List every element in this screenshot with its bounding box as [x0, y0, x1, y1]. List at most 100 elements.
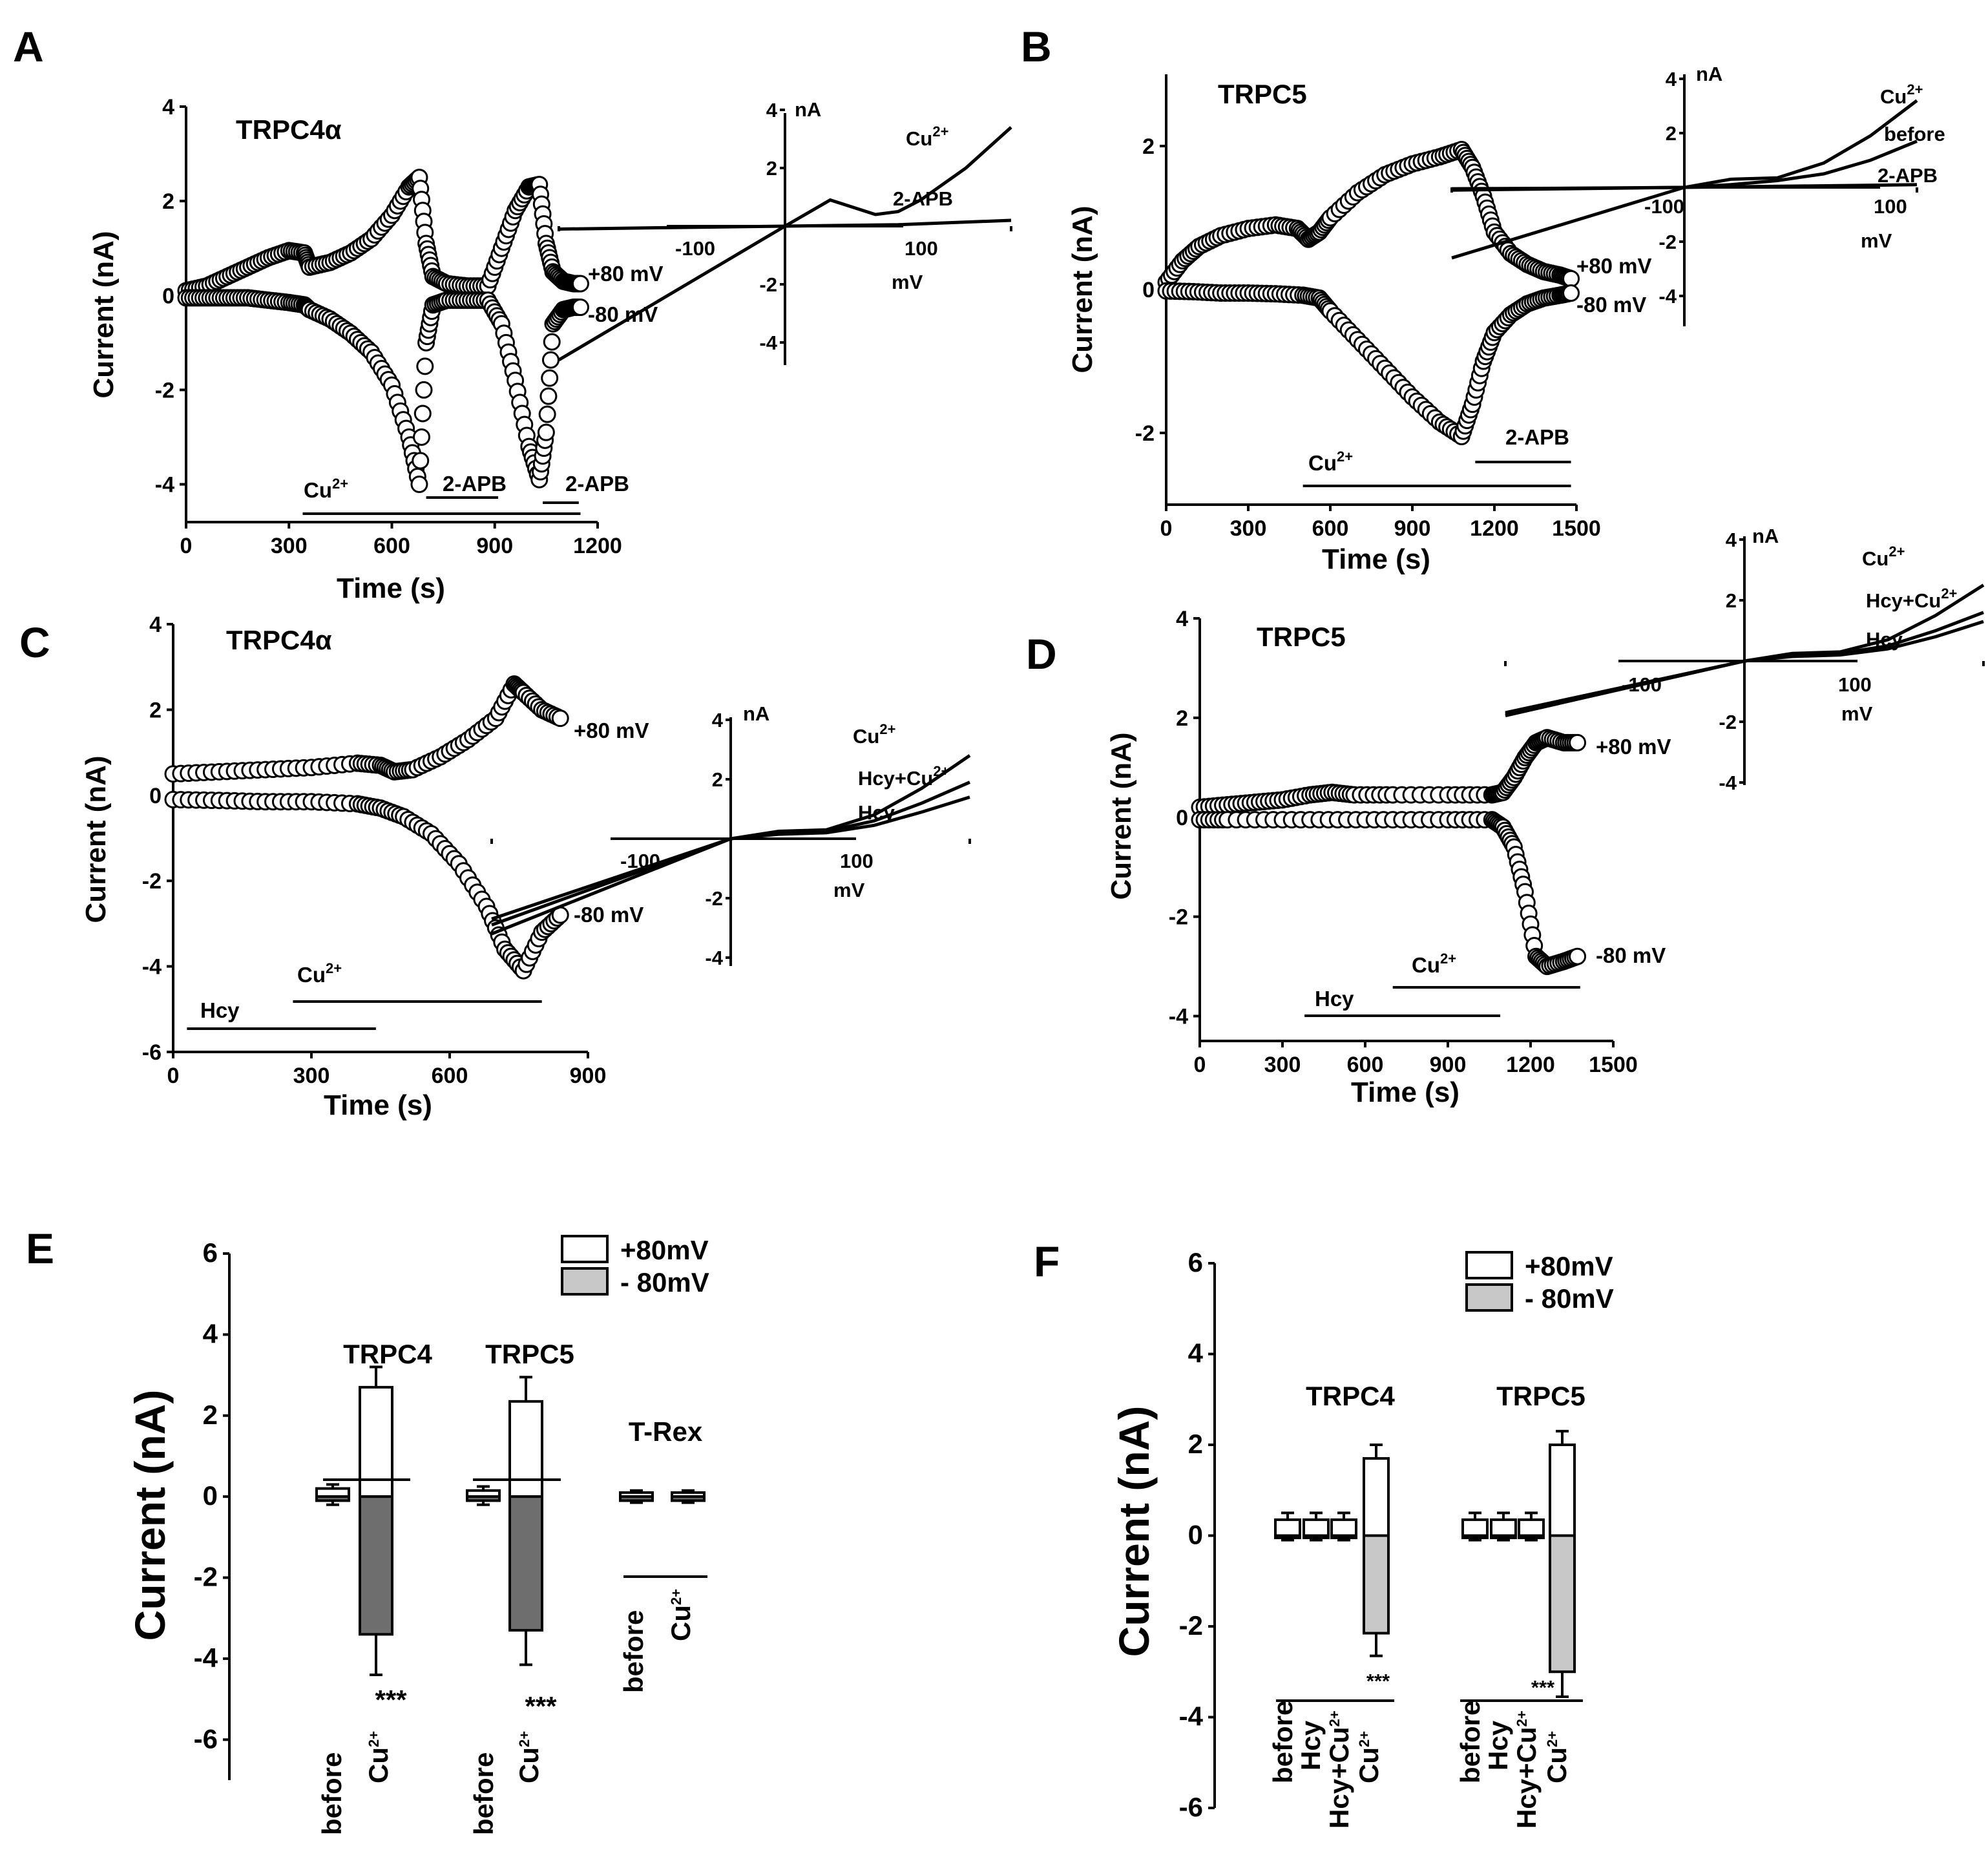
bar-plus80	[1549, 1444, 1576, 1537]
y-tick-label: 2	[1142, 134, 1155, 159]
iv-x-tick-label: -100	[675, 237, 715, 260]
iv-y-tick-label: -4	[1658, 285, 1677, 308]
group-trpc5: TRPC5 before Cu2+​ ***	[466, 1339, 574, 1835]
data-point	[551, 709, 569, 728]
bar-plus80	[508, 1400, 543, 1498]
iv-y-tick-label: -4	[705, 947, 723, 969]
iv-y-tick-label: -2	[1658, 231, 1677, 253]
y-tick-label: -4	[1169, 1005, 1188, 1029]
group-title: TRPC4	[343, 1339, 432, 1369]
y-tick-label: -4	[155, 473, 174, 498]
iv-x-label: mV	[1861, 229, 1892, 252]
y-tick-label: 4	[203, 1318, 218, 1349]
iv-y-label: nA	[1752, 525, 1779, 547]
series-plus80	[177, 169, 589, 300]
voltage-label: +80 mV	[574, 719, 649, 742]
y-tick-label: 2	[1176, 706, 1188, 731]
series-minus80	[1191, 811, 1587, 976]
y-tick-label: -2	[194, 1562, 218, 1592]
iv-trace-label: Cu2+​	[1862, 543, 1905, 570]
bar-minus80	[1518, 1534, 1545, 1540]
series-plus80	[164, 675, 569, 783]
bar-minus80	[619, 1495, 654, 1502]
category-label: before	[317, 1752, 347, 1835]
y-axis-label: Current (nA)	[1105, 732, 1137, 899]
y-tick-label: 6	[203, 1237, 218, 1268]
series-minus80	[177, 289, 589, 494]
bar-minus80	[466, 1495, 501, 1502]
iv-x-tick-label: 100	[840, 850, 874, 872]
legend-label: - 80mV	[620, 1267, 709, 1297]
y-axis-label: Current (nA)	[1110, 1406, 1158, 1657]
legend-label: - 80mV	[1525, 1283, 1614, 1314]
legend-swatch-minus80	[1465, 1283, 1513, 1312]
group-trpc4: TRPC4 before Cu2+​ ***	[315, 1339, 432, 1835]
iv-trace-label: Cu2+​	[1880, 81, 1923, 108]
panel-b: B TRPC5 -2 0 2 0 300 600 900 1200 1500 Current (nA)…	[1021, 23, 1945, 575]
y-axis-label: Current (nA)	[80, 755, 112, 923]
bar-minus80	[1549, 1534, 1576, 1674]
y-tick-label: -2	[1179, 1610, 1203, 1641]
voltage-label: -80 mV	[1596, 943, 1666, 967]
iv-trace	[1451, 183, 1918, 192]
y-tick-label: -6	[1179, 1792, 1203, 1822]
bar-minus80	[315, 1495, 350, 1502]
category-label: before	[1455, 1701, 1485, 1783]
x-tick-label: 1200	[573, 534, 622, 558]
bar-plus80	[1363, 1457, 1390, 1537]
x-tick-label: 900	[1394, 516, 1431, 541]
category-label: Hcy	[1483, 1720, 1513, 1770]
category-label: Cu2+​	[363, 1731, 393, 1783]
panel-label: D	[1026, 630, 1057, 678]
iv-y-tick-label: 4	[1726, 529, 1737, 551]
iv-trace	[558, 126, 1012, 362]
x-axis-label: Time (s)	[1351, 1077, 1460, 1108]
y-tick-label: 2	[149, 698, 162, 722]
iv-trace-label: Hcy+Cu2+​	[1866, 585, 1957, 612]
category-label: Hcy+Cu2+​	[1324, 1710, 1354, 1829]
chart-title: TRPC5	[1257, 622, 1346, 652]
x-tick-label: 300	[271, 534, 308, 558]
x-tick-label: 600	[373, 534, 410, 558]
data-point	[410, 476, 428, 494]
x-tick-label: 1200	[1506, 1053, 1555, 1077]
iv-x-label: mV	[892, 271, 923, 293]
iv-inset: -4 -2 2 4 -100 100 nA mV Cu2+​ 2-APB	[558, 98, 1012, 365]
panel-label: F	[1034, 1237, 1060, 1285]
y-axis-label: Current (nA)	[88, 231, 120, 398]
data-point	[413, 404, 432, 423]
y-axis-label: Current (nA)	[1067, 205, 1098, 373]
y-tick-label: 4	[162, 95, 174, 120]
iv-y-tick-label: 2	[1726, 589, 1737, 612]
y-tick-label: 4	[149, 613, 162, 637]
iv-y-tick-label: -4	[1719, 772, 1737, 794]
category-label: Cu2+​	[1542, 1731, 1572, 1783]
iv-trace-label: 2-APB	[893, 187, 953, 210]
iv-y-tick-label: 4	[1666, 68, 1677, 90]
legend: +80mV- 80mV	[561, 1235, 709, 1297]
x-tick-label: 900	[476, 534, 513, 558]
iv-trace	[1451, 99, 1918, 260]
group-title: TRPC5	[485, 1339, 574, 1369]
iv-x-tick-label: 100	[1838, 673, 1872, 696]
y-tick-label: -4	[1179, 1701, 1204, 1732]
chart-title: TRPC5	[1218, 79, 1307, 109]
legend-label: +80mV	[620, 1235, 709, 1265]
panel-f: F -6 -4 -2 0 2 4 6 Current (nA) +80mV- 80mV TRPC4 b…	[1034, 1237, 1614, 1829]
voltage-label: +80 mV	[1596, 735, 1671, 759]
data-point	[541, 351, 560, 369]
bar-minus80	[359, 1495, 393, 1636]
legend: +80mV- 80mV	[1465, 1251, 1614, 1314]
x-tick-label: 1500	[1589, 1053, 1638, 1077]
y-tick-label: -4	[142, 955, 162, 980]
data-point	[416, 357, 434, 375]
data-point	[412, 452, 430, 470]
iv-y-tick-label: 2	[712, 768, 723, 791]
x-tick-label: 0	[180, 534, 193, 558]
bar-plus80	[1490, 1518, 1517, 1537]
bar-minus80	[1461, 1534, 1489, 1540]
data-point	[415, 381, 433, 399]
